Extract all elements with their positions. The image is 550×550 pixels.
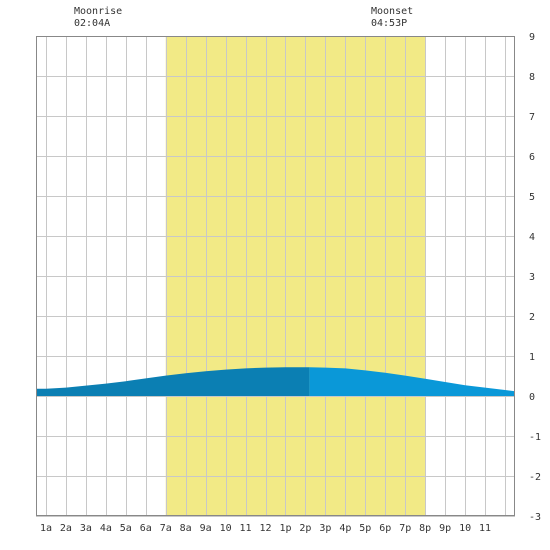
x-tick-label: 8p [419, 523, 431, 534]
moonset-time: 04:53P [371, 18, 408, 29]
x-tick-label: 7p [399, 523, 411, 534]
x-tick-label: 10 [220, 523, 232, 534]
y-tick-label: -3 [529, 512, 541, 523]
x-tick-label: 3p [319, 523, 331, 534]
y-tick-label: 9 [529, 32, 535, 43]
moonset-label: Moonset 04:53P [371, 6, 413, 30]
y-tick-label: -2 [529, 472, 541, 483]
tide-area-rising [36, 367, 310, 396]
x-tick-label: 7a [160, 523, 172, 534]
y-tick-label: 3 [529, 272, 535, 283]
x-tick-label: 5p [359, 523, 371, 534]
y-tick-label: 8 [529, 72, 535, 83]
x-tick-label: 6a [140, 523, 152, 534]
x-tick-label: 8a [180, 523, 192, 534]
y-tick-label: 0 [529, 392, 535, 403]
x-tick-label: 11 [479, 523, 491, 534]
x-tick-label: 1a [40, 523, 52, 534]
tide-area-falling [309, 367, 515, 396]
x-tick-label: 2p [299, 523, 311, 534]
x-tick-label: 3a [80, 523, 92, 534]
y-tick-label: 2 [529, 312, 535, 323]
x-tick-label: 12 [259, 523, 271, 534]
plot-frame [36, 36, 515, 516]
y-tick-label: 1 [529, 352, 535, 363]
y-tick-label: 4 [529, 232, 535, 243]
moonrise-time: 02:04A [74, 18, 111, 29]
x-tick-label: 6p [379, 523, 391, 534]
y-tick-label: 7 [529, 112, 535, 123]
x-tick-label: 10 [459, 523, 471, 534]
moonrise-title: Moonrise [74, 6, 123, 17]
y-tick-label: -1 [529, 432, 541, 443]
x-tick-label: 9a [200, 523, 212, 534]
x-tick-label: 11 [240, 523, 252, 534]
x-tick-label: 4p [339, 523, 351, 534]
y-tick-label: 6 [529, 152, 535, 163]
x-tick-label: 9p [439, 523, 451, 534]
moonrise-label: Moonrise 02:04A [74, 6, 122, 30]
x-tick-label: 2a [60, 523, 72, 534]
x-tick-label: 5a [120, 523, 132, 534]
y-tick-label: 5 [529, 192, 535, 203]
moonset-title: Moonset [371, 6, 414, 17]
x-tick-label: 1p [279, 523, 291, 534]
x-tick-label: 4a [100, 523, 112, 534]
